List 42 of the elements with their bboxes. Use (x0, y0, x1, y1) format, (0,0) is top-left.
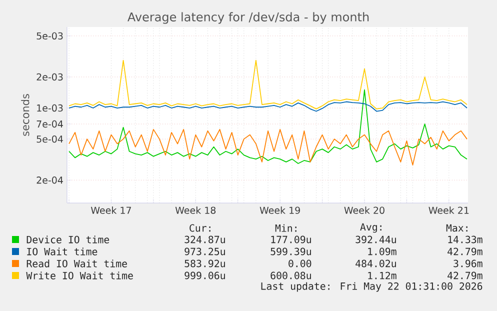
y-tick-label: 2e-03 (36, 73, 63, 81)
text: 177.09u (271, 236, 311, 244)
text: 392.44u (356, 236, 396, 244)
legend-label: Write IO Wait time (26, 272, 133, 280)
text: 600.08u (270, 272, 311, 280)
text: 1.12m (368, 272, 396, 280)
text: Min: (275, 224, 296, 232)
x-tick-label: Week 17 (90, 206, 131, 214)
x-tick-label: Week 21 (428, 206, 469, 214)
text: 42.79m (448, 272, 482, 280)
text: 324.87u (184, 236, 225, 244)
text: 0.00 (288, 260, 312, 268)
y-tick-label: 5e-03 (36, 32, 63, 40)
line-series (68, 128, 468, 166)
line-series (68, 89, 468, 164)
y-tick-label: 2e-04 (36, 176, 63, 184)
text: 583.92u (184, 260, 225, 268)
text: 484.02u (356, 260, 396, 268)
chart-title: Average latency for /dev/sda - by month (128, 12, 369, 24)
text: 599.39u (270, 248, 311, 256)
text: 14.33m (448, 236, 482, 244)
text: 1.09m (368, 248, 396, 256)
text: Max: (446, 224, 468, 232)
text: 973.25u (184, 248, 225, 256)
y-axis-title: seconds (21, 94, 30, 136)
line-series (68, 60, 468, 110)
text: Last update: Fri May 22 01:31:00 2026 (261, 282, 482, 292)
x-tick-label: Week 20 (344, 206, 384, 214)
x-tick-label: Week 18 (175, 206, 216, 214)
text: 999.06u (184, 272, 225, 280)
text: Cur: (190, 224, 210, 232)
legend-label: Read IO Wait time (26, 260, 127, 268)
y-tick-label: 7e-04 (36, 120, 63, 128)
legend-label: IO Wait time (27, 248, 98, 256)
text: 3.96m (454, 260, 482, 268)
text: Avg: (360, 223, 382, 233)
y-tick-label: 5e-04 (36, 135, 63, 143)
line-series (68, 101, 468, 112)
y-tick-label: 1e-03 (37, 104, 63, 112)
text: 42.79m (448, 248, 482, 256)
x-tick-label: Week 19 (260, 206, 300, 214)
legend-label: Device IO time (26, 236, 110, 244)
